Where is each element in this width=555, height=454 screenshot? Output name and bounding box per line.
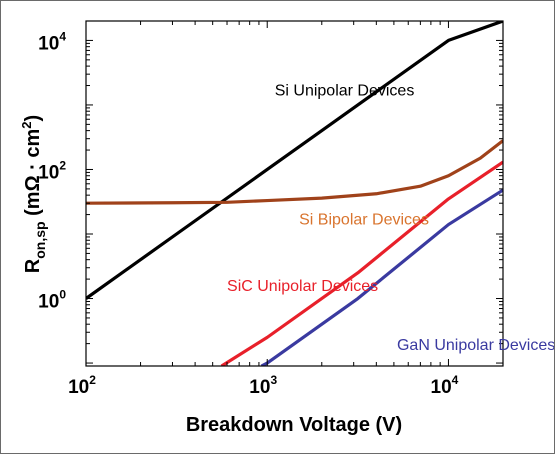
series-lines <box>86 21 503 366</box>
y-axis-title-unit-end: ) <box>22 115 44 122</box>
annotation-gan-unipolar-devices: GaN Unipolar Devices <box>397 337 554 354</box>
tick-labels: 102 103 104 100 102 104 <box>38 29 459 398</box>
annotation-si-bipolar-devices: Si Bipolar Devices <box>299 212 429 229</box>
annotation-sic-unipolar-devices: SiC Unipolar Devices <box>227 278 378 295</box>
axis-ticks <box>85 20 504 367</box>
series-annotations: Si Unipolar Devices Si Bipolar Devices SiC… <box>227 83 554 354</box>
y-tick-label-0: 100 <box>38 288 66 313</box>
series-line-si-bipolar-devices <box>86 139 503 205</box>
x-tick-label-4: 104 <box>431 373 459 398</box>
y-tick-label-2: 102 <box>38 158 66 183</box>
plot-background <box>86 21 503 366</box>
plot-border <box>85 20 504 367</box>
y-axis-title-unit: (mΩ · cm <box>22 129 44 222</box>
y-axis-title-base: R <box>22 258 44 273</box>
y-axis-title-unit-exponent: 2 <box>19 121 34 128</box>
y-axis-title-subscript: on,sp <box>32 221 48 258</box>
x-axis-title: Breakdown Voltage (V) <box>186 414 402 436</box>
y-axis-title: Ron,sp (mΩ · cm2) <box>19 115 48 273</box>
series-line-gan-unipolar-devices <box>260 188 503 366</box>
series-line-sic-unipolar-devices <box>220 160 503 366</box>
x-tick-label-2: 102 <box>68 373 96 398</box>
series-line-si-unipolar-devices <box>86 21 503 300</box>
annotation-si-unipolar-devices: Si Unipolar Devices <box>275 83 415 100</box>
y-tick-label-4: 104 <box>38 29 66 54</box>
x-tick-label-3: 103 <box>249 373 277 398</box>
